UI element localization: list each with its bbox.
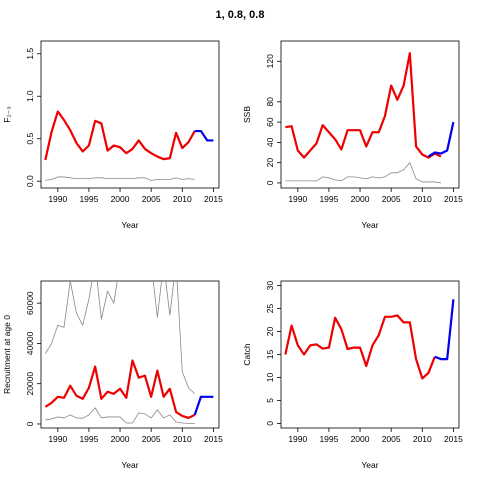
f-x-tick-label: 2000	[111, 194, 130, 204]
recruitment-y-tick-label: 60000	[25, 291, 35, 315]
f-x-tick-label: 1990	[48, 194, 67, 204]
recruitment-x-tick-label: 1995	[79, 434, 98, 444]
recruitment-x-axis-title: Year	[121, 460, 138, 470]
recruitment-y-tick-label: 40000	[25, 331, 35, 355]
f-bounds-line	[45, 176, 195, 181]
f-observed-line	[44, 110, 196, 161]
recruitment-x-tick-label: 2000	[111, 434, 130, 444]
ssb-bounds-line	[285, 162, 442, 184]
ssb-y-tick-label: 80	[265, 97, 275, 107]
recruitment-x-tick-label: 2010	[173, 434, 192, 444]
recruitment-x-tick-label: 2015	[204, 434, 223, 444]
recruitment-panel: 1990 1995 2000 2005 2010 2015 0 20000 40000 60000…	[2, 280, 223, 470]
catch-y-tick-label: 0	[265, 421, 275, 426]
recruitment-y-tick-label: 0	[25, 421, 35, 426]
catch-y-tick-label: 5	[265, 398, 275, 403]
ssb-y-tick-label: 60	[265, 117, 275, 127]
ssb-plot-frame	[280, 40, 460, 189]
recruitment-x-tick-label: 2005	[142, 434, 161, 444]
ssb-observed-line	[285, 52, 442, 159]
catch-y-tick-label: 30	[265, 281, 275, 291]
catch-x-tick-label: 2015	[444, 434, 463, 444]
ssb-y-tick-label: 40	[265, 137, 275, 147]
ssb-x-tick-label: 1990	[288, 194, 307, 204]
catch-y-tick-label: 25	[265, 304, 275, 314]
ssb-x-tick-label: 2005	[382, 194, 401, 204]
recruitment-forecast-line	[193, 395, 214, 416]
f-x-axis-title: Year	[121, 220, 138, 230]
catch-y-tick-label: 15	[265, 350, 275, 360]
catch-y-axis-title: Catch	[242, 343, 252, 365]
f-y-axis-title: F₂₋₃	[2, 106, 12, 122]
catch-x-axis-title: Year	[361, 460, 378, 470]
catch-x-tick-label: 2000	[351, 434, 370, 444]
recruitment-y-tick-label: 20000	[25, 372, 35, 396]
recruitment-bounds-line	[45, 407, 195, 424]
ssb-y-tick-label: 0	[265, 180, 275, 185]
f-y-tick-label: 0.5	[25, 133, 35, 145]
catch-panel: 1990 1995 2000 2005 2010 2015 0 5 10 15 20 25 30 Year…	[242, 280, 463, 470]
catch-forecast-line	[434, 299, 455, 361]
ssb-forecast-line	[427, 121, 455, 158]
catch-y-tick-label: 20	[265, 327, 275, 337]
catch-x-tick-label: 1990	[288, 434, 307, 444]
f-x-tick-label: 2010	[173, 194, 192, 204]
f-y-tick-label: 1.5	[25, 48, 35, 60]
catch-x-tick-label: 2010	[413, 434, 432, 444]
f-x-tick-label: 2015	[204, 194, 223, 204]
recruitment-plot-frame	[40, 280, 220, 429]
catch-y-tick-label: 10	[265, 372, 275, 382]
ssb-x-tick-label: 1995	[319, 194, 338, 204]
f-panel: 1990 1995 2000 2005 2010 2015 0.0 0.5 1.0 1.5 Year…	[2, 40, 223, 230]
recruitment-x-tick-label: 1990	[48, 434, 67, 444]
catch-x-tick-label: 1995	[319, 434, 338, 444]
f-y-tick-label: 0.0	[25, 175, 35, 187]
ssb-panel: 1990 1995 2000 2005 2010 2015 0 20 40 60 80 120 Year…	[242, 40, 463, 230]
recruitment-bounds-line	[45, 281, 196, 395]
recruitment-y-axis-title: Recruitment at age 0	[2, 315, 12, 394]
ssb-x-tick-label: 2015	[444, 194, 463, 204]
ssb-x-tick-label: 2000	[351, 194, 370, 204]
ssb-y-tick-label: 20	[265, 158, 275, 168]
catch-x-tick-label: 2005	[382, 434, 401, 444]
ssb-y-tick-label: 120	[265, 54, 275, 68]
ssb-x-tick-label: 2010	[413, 194, 432, 204]
f-forecast-line	[194, 129, 214, 142]
f-x-tick-label: 1995	[79, 194, 98, 204]
f-plot-frame	[40, 40, 220, 189]
ssb-x-axis-title: Year	[361, 220, 378, 230]
ssb-y-axis-title: SSB	[242, 106, 252, 123]
f-y-tick-label: 1.0	[25, 90, 35, 102]
chart-title: 1, 0.8, 0.8	[215, 9, 265, 21]
recruitment-observed-line	[44, 359, 196, 420]
f-x-tick-label: 2005	[142, 194, 161, 204]
catch-observed-line	[284, 314, 436, 380]
